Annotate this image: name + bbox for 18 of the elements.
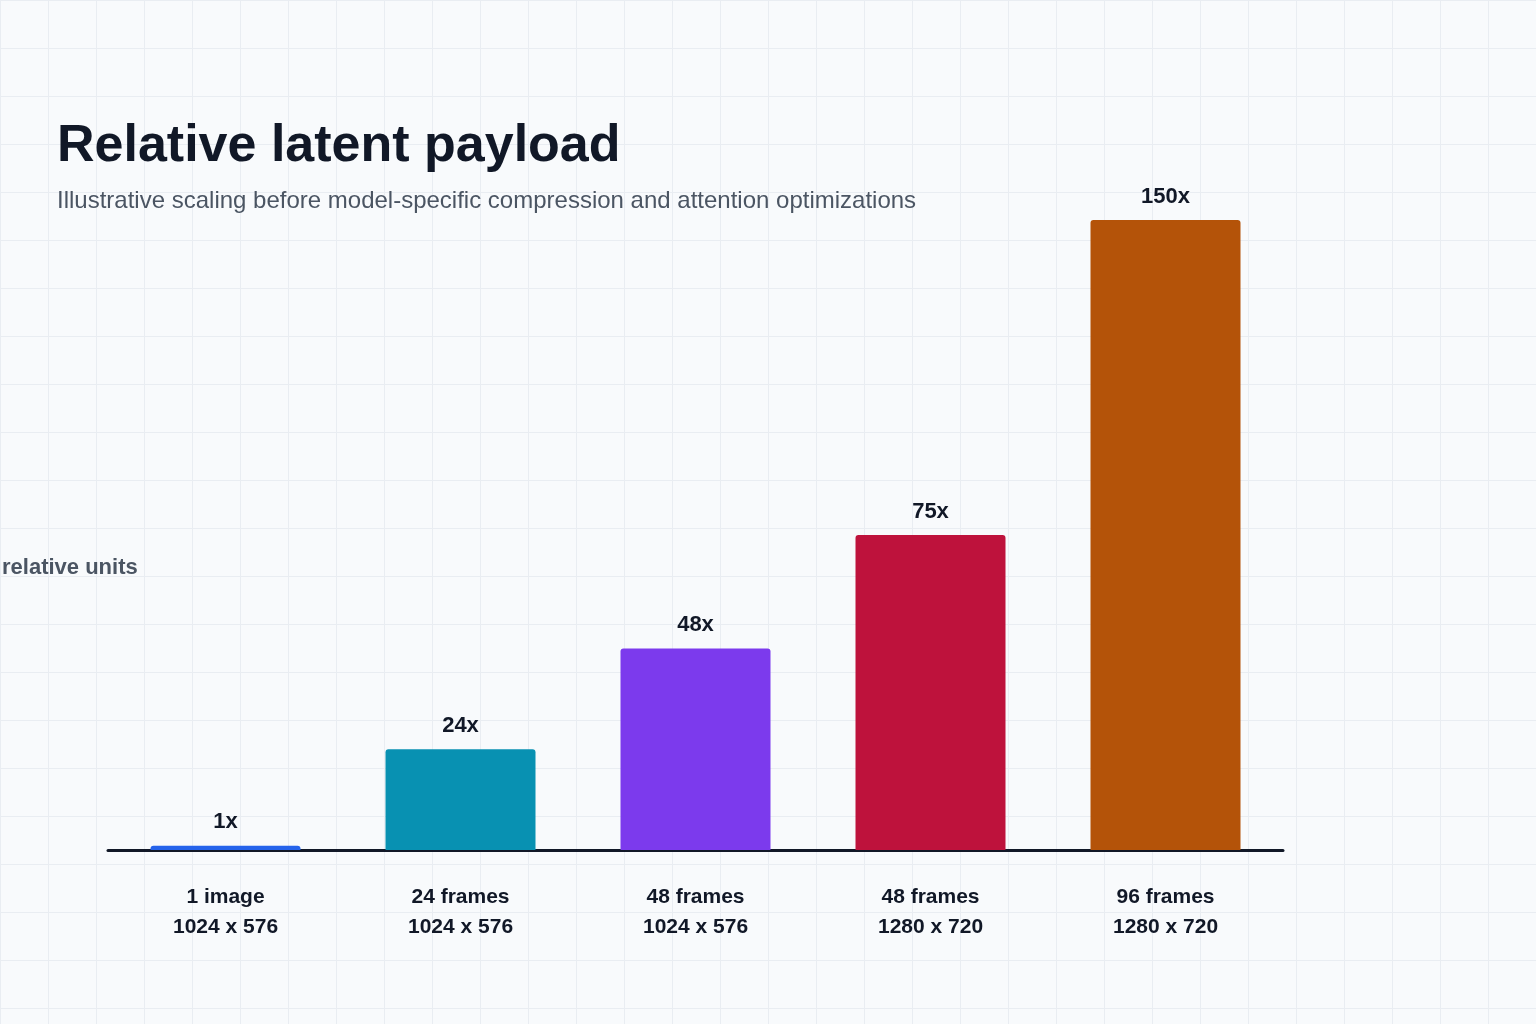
bar bbox=[855, 535, 1006, 850]
y-axis-title: relative units bbox=[2, 553, 138, 579]
data-label: 75x bbox=[912, 497, 950, 523]
bar bbox=[385, 749, 536, 850]
data-label: 1x bbox=[213, 808, 239, 834]
chart-title: Relative latent payload bbox=[57, 114, 621, 172]
x-tick-label: 24 frames 1024 x 576 bbox=[407, 883, 514, 937]
x-tick-label: 1 image 1024 x 576 bbox=[172, 883, 279, 937]
x-tick-label: 48 frames 1280 x 720 bbox=[877, 883, 984, 937]
bar bbox=[620, 648, 771, 850]
x-tick-label: 96 frames 1280 x 720 bbox=[1112, 883, 1219, 937]
data-label: 24x bbox=[442, 711, 480, 737]
x-tick-label: 48 frames 1024 x 576 bbox=[642, 883, 749, 937]
data-label: 48x bbox=[677, 610, 715, 636]
bar bbox=[150, 845, 301, 850]
bar bbox=[1090, 220, 1241, 850]
data-label: 150x bbox=[1141, 182, 1191, 208]
chart-subtitle: Illustrative scaling before model-specific compression and attention optimizations bbox=[57, 185, 917, 213]
